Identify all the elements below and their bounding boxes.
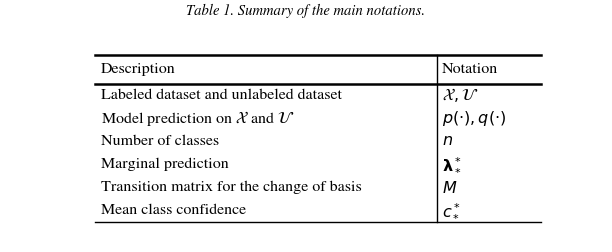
Text: Transition matrix for the change of basis: Transition matrix for the change of basi… <box>101 181 362 194</box>
Text: $\boldsymbol{\lambda}^*_*$: $\boldsymbol{\lambda}^*_*$ <box>442 156 462 173</box>
Text: $c^*_*$: $c^*_*$ <box>442 202 461 219</box>
Text: $n$: $n$ <box>442 135 453 148</box>
Text: Labeled dataset and unlabeled dataset: Labeled dataset and unlabeled dataset <box>101 88 342 102</box>
Text: $\mathcal{X},\mathcal{U}$: $\mathcal{X},\mathcal{U}$ <box>442 86 479 104</box>
Text: Marginal prediction: Marginal prediction <box>101 158 229 171</box>
Text: Table 1. Summary of the main notations.: Table 1. Summary of the main notations. <box>187 4 425 18</box>
Text: Model prediction on $\mathcal{X}$ and $\mathcal{U}$: Model prediction on $\mathcal{X}$ and $\… <box>101 109 295 128</box>
Text: Description: Description <box>101 63 176 76</box>
Text: $p(\cdot),q(\cdot)$: $p(\cdot),q(\cdot)$ <box>442 109 507 128</box>
Text: Mean class confidence: Mean class confidence <box>101 204 246 217</box>
Text: $M$: $M$ <box>442 180 458 196</box>
Text: Number of classes: Number of classes <box>101 135 219 148</box>
Text: Notation: Notation <box>442 63 499 76</box>
